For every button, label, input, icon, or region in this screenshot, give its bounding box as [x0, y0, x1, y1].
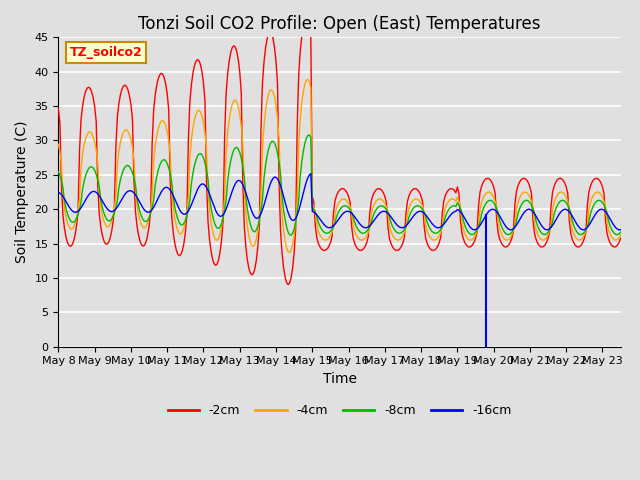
- Text: TZ_soilco2: TZ_soilco2: [70, 46, 142, 59]
- Y-axis label: Soil Temperature (C): Soil Temperature (C): [15, 121, 29, 263]
- Legend: -2cm, -4cm, -8cm, -16cm: -2cm, -4cm, -8cm, -16cm: [163, 399, 516, 422]
- X-axis label: Time: Time: [323, 372, 356, 386]
- Title: Tonzi Soil CO2 Profile: Open (East) Temperatures: Tonzi Soil CO2 Profile: Open (East) Temp…: [138, 15, 541, 33]
